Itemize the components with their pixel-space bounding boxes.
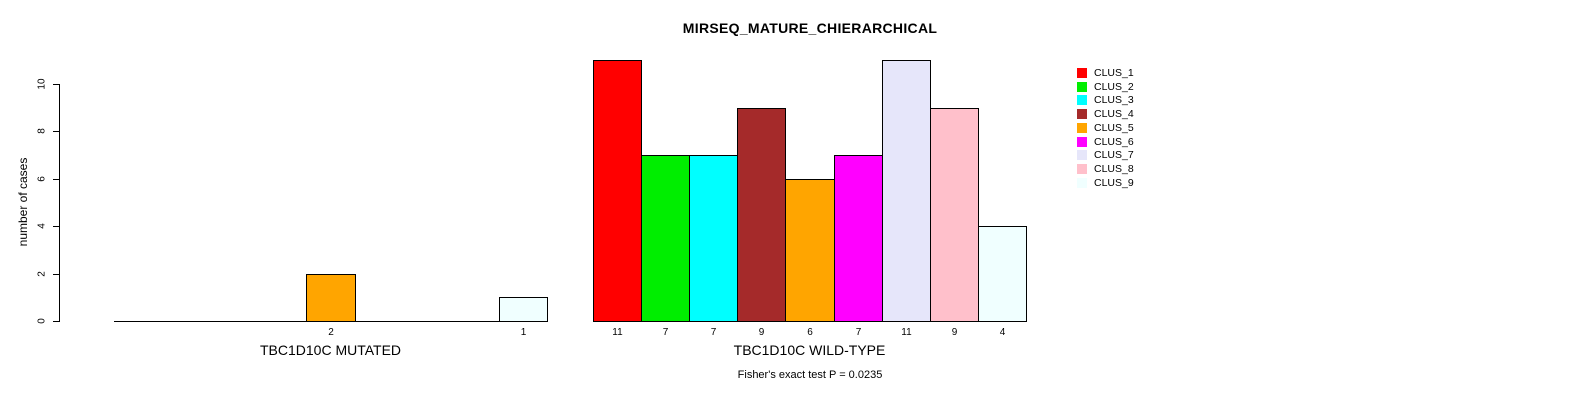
legend-label: CLUS_3 xyxy=(1094,94,1134,107)
bar-clus_5 xyxy=(306,274,356,322)
bar-clus_4 xyxy=(737,108,786,322)
legend-swatch xyxy=(1077,136,1087,147)
legend-swatch xyxy=(1077,163,1087,174)
legend-swatch xyxy=(1077,68,1087,78)
group-label-mutated: TBC1D10C MUTATED xyxy=(259,342,402,358)
bar-clus_3 xyxy=(689,155,738,322)
y-axis-tick-label: 4 xyxy=(36,223,48,229)
y-axis-tick xyxy=(53,226,59,228)
chart-title: MIRSEQ_MATURE_CHIERARCHICAL xyxy=(682,20,938,36)
bar-value-label: 7 xyxy=(662,327,669,338)
legend-label: CLUS_2 xyxy=(1094,80,1134,93)
legend-swatch xyxy=(1077,122,1087,133)
bar-value-label: 11 xyxy=(901,327,912,338)
bar-clus_7 xyxy=(882,60,931,322)
bar-value-label: 7 xyxy=(855,327,862,338)
y-axis-label: number of cases xyxy=(16,157,30,247)
legend-swatch xyxy=(1077,95,1087,106)
legend-item-clus_9: CLUS_9 xyxy=(1077,176,1134,190)
bar-clus_2 xyxy=(641,155,690,322)
y-axis-tick-label: 10 xyxy=(36,78,48,90)
bar-clus_9 xyxy=(978,226,1027,322)
legend-swatch xyxy=(1077,177,1087,188)
bar-value-label: 9 xyxy=(758,327,765,338)
bar-value-label: 6 xyxy=(807,327,813,338)
bar-clus_5 xyxy=(785,179,835,322)
legend-swatch xyxy=(1077,81,1087,92)
legend-item-clus_5: CLUS_5 xyxy=(1077,121,1134,135)
y-axis-tick xyxy=(53,178,59,180)
y-axis-line xyxy=(59,84,60,322)
legend-item-clus_4: CLUS_4 xyxy=(1077,107,1134,121)
y-axis-tick-label: 6 xyxy=(36,176,48,182)
y-axis-tick-label: 0 xyxy=(36,318,48,324)
y-axis-tick-label: 8 xyxy=(36,128,48,135)
legend-label: CLUS_1 xyxy=(1094,67,1134,79)
legend-item-clus_8: CLUS_8 xyxy=(1077,162,1134,176)
bar-value-label: 7 xyxy=(710,327,717,338)
bar-clus_9 xyxy=(499,297,548,322)
y-axis-tick-label: 2 xyxy=(36,270,48,277)
legend-item-clus_6: CLUS_6 xyxy=(1077,135,1134,149)
bar-value-label: 4 xyxy=(999,327,1006,338)
bar-value-label: 1 xyxy=(520,327,527,338)
legend-label: CLUS_8 xyxy=(1094,162,1134,175)
y-axis-tick xyxy=(53,84,59,85)
legend-swatch xyxy=(1077,109,1087,120)
bar-value-label: 2 xyxy=(328,327,334,338)
legend-label: CLUS_7 xyxy=(1094,149,1134,162)
legend-item-clus_7: CLUS_7 xyxy=(1077,148,1134,162)
bar-value-label: 9 xyxy=(951,327,958,338)
legend-label: CLUS_6 xyxy=(1094,135,1134,148)
legend-item-clus_1: CLUS_1 xyxy=(1077,66,1134,80)
bar-clus_1 xyxy=(593,60,642,322)
fisher-test-annotation: Fisher's exact test P = 0.0235 xyxy=(737,369,883,381)
legend-item-clus_3: CLUS_3 xyxy=(1077,93,1134,107)
group-label-wild-type: TBC1D10C WILD-TYPE xyxy=(733,342,886,358)
bar-clus_8 xyxy=(930,108,979,322)
legend-label: CLUS_5 xyxy=(1094,121,1134,134)
y-axis-tick xyxy=(53,273,59,275)
legend-item-clus_2: CLUS_2 xyxy=(1077,80,1134,94)
bar-value-label: 11 xyxy=(612,327,623,338)
y-axis-tick xyxy=(53,131,59,133)
legend-label: CLUS_4 xyxy=(1094,108,1134,121)
legend-label: CLUS_9 xyxy=(1094,176,1134,189)
y-axis-tick xyxy=(53,321,59,322)
legend-swatch xyxy=(1077,150,1087,161)
bar-clus_6 xyxy=(834,155,883,322)
